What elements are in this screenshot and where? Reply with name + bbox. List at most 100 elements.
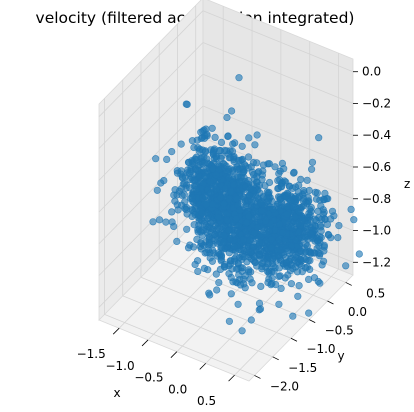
scatter-point — [216, 193, 224, 201]
scatter-point — [206, 224, 214, 232]
scatter-point — [181, 180, 189, 188]
scatter-point — [232, 278, 240, 286]
scatter-point — [206, 178, 214, 186]
x-tick-mark — [170, 351, 178, 358]
scatter-point — [239, 169, 247, 177]
scatter-point — [207, 189, 215, 197]
scatter-point — [240, 280, 248, 288]
scatter-point — [206, 240, 214, 248]
scatter-point — [183, 225, 191, 233]
scatter-point — [267, 244, 276, 252]
y-tick-label: −1.5 — [288, 361, 317, 375]
scatter-point — [214, 213, 222, 222]
scatter-point — [334, 234, 342, 242]
scatter-point — [249, 159, 257, 167]
x-tick-label: −1.5 — [77, 347, 106, 361]
scatter-point — [250, 171, 258, 179]
scatter-point — [197, 239, 205, 247]
z-tick-label: −1.2 — [362, 255, 391, 269]
scatter-point — [271, 163, 279, 171]
scatter-point — [193, 167, 202, 175]
scatter-point — [272, 281, 280, 289]
scatter-point — [212, 171, 220, 179]
scatter-point — [215, 279, 223, 287]
scatter-point — [233, 195, 241, 203]
scatter-point — [283, 189, 292, 197]
scatter-point — [243, 218, 251, 227]
scatter-point — [293, 268, 302, 276]
scatter-point — [230, 243, 238, 251]
scatter-point — [305, 309, 313, 317]
scatter-point — [181, 173, 189, 181]
scatter-point — [287, 280, 296, 288]
scatter-point — [262, 230, 270, 238]
scatter-point — [235, 74, 243, 82]
scatter-point — [274, 177, 282, 185]
scatter-point — [313, 189, 321, 197]
scatter-point — [200, 264, 208, 273]
scatter-point — [225, 317, 233, 325]
scatter-point — [190, 176, 199, 184]
scatter-point — [265, 160, 273, 168]
scatter-point — [246, 236, 254, 244]
z-grid-left-wall — [98, 10, 204, 117]
scatter-point — [297, 175, 305, 183]
scatter-point — [304, 198, 312, 206]
scatter-point — [283, 210, 291, 219]
scatter-point — [247, 248, 255, 257]
scatter-point — [234, 300, 242, 308]
scatter-point — [238, 177, 246, 185]
scatter-point — [264, 253, 272, 261]
z-grid-left-wall — [98, 42, 204, 149]
scatter-point — [290, 168, 298, 176]
scatter-point — [255, 239, 263, 247]
scatter-point — [223, 216, 231, 224]
scatter-point — [189, 243, 198, 251]
scatter-point — [287, 223, 295, 231]
scatter-point — [303, 176, 311, 184]
scatter-point — [217, 257, 225, 265]
y-tick-mark — [290, 337, 298, 342]
z-tick-label: −0.8 — [362, 192, 391, 206]
x-tick-mark — [112, 327, 120, 335]
scatter-point — [275, 300, 283, 308]
scatter-point — [177, 167, 185, 175]
y-tick-label: −0.5 — [325, 324, 354, 338]
scatter-point — [342, 262, 350, 270]
scatter-point — [295, 181, 303, 189]
scatter-point — [294, 292, 302, 300]
x-axis-label: x — [113, 386, 120, 400]
scatter-point — [153, 186, 161, 194]
scatter-point — [181, 204, 189, 212]
scatter-point — [211, 133, 219, 141]
scatter-point — [149, 218, 157, 226]
scatter-point — [274, 185, 282, 193]
scatter-point — [276, 272, 284, 280]
scatter-point — [304, 220, 312, 228]
scatter-point — [347, 205, 355, 213]
scatter-point — [317, 233, 325, 242]
scatter-point — [293, 258, 301, 267]
y-grid-floor — [140, 276, 292, 339]
z-grid-left-wall — [98, 201, 204, 308]
scatter-points — [149, 74, 363, 335]
scatter-point — [208, 124, 216, 132]
scatter-point — [295, 208, 303, 216]
scatter-point — [302, 255, 310, 264]
scatter-point — [264, 268, 272, 276]
z-tick-label: −0.2 — [362, 96, 391, 110]
scatter-point — [287, 197, 295, 205]
scatter-point — [274, 252, 283, 260]
scatter-point — [256, 305, 265, 313]
scatter-point — [168, 218, 176, 226]
scatter-point — [177, 140, 185, 148]
scatter-point — [256, 189, 264, 197]
scatter-point — [240, 253, 248, 261]
scatter-point — [318, 261, 326, 269]
scatter-point — [335, 222, 343, 230]
x-tick-mark — [228, 374, 235, 382]
scatter-point — [277, 284, 285, 293]
scatter-point — [302, 240, 310, 248]
scatter-point — [220, 238, 228, 246]
scatter-point — [330, 212, 338, 220]
